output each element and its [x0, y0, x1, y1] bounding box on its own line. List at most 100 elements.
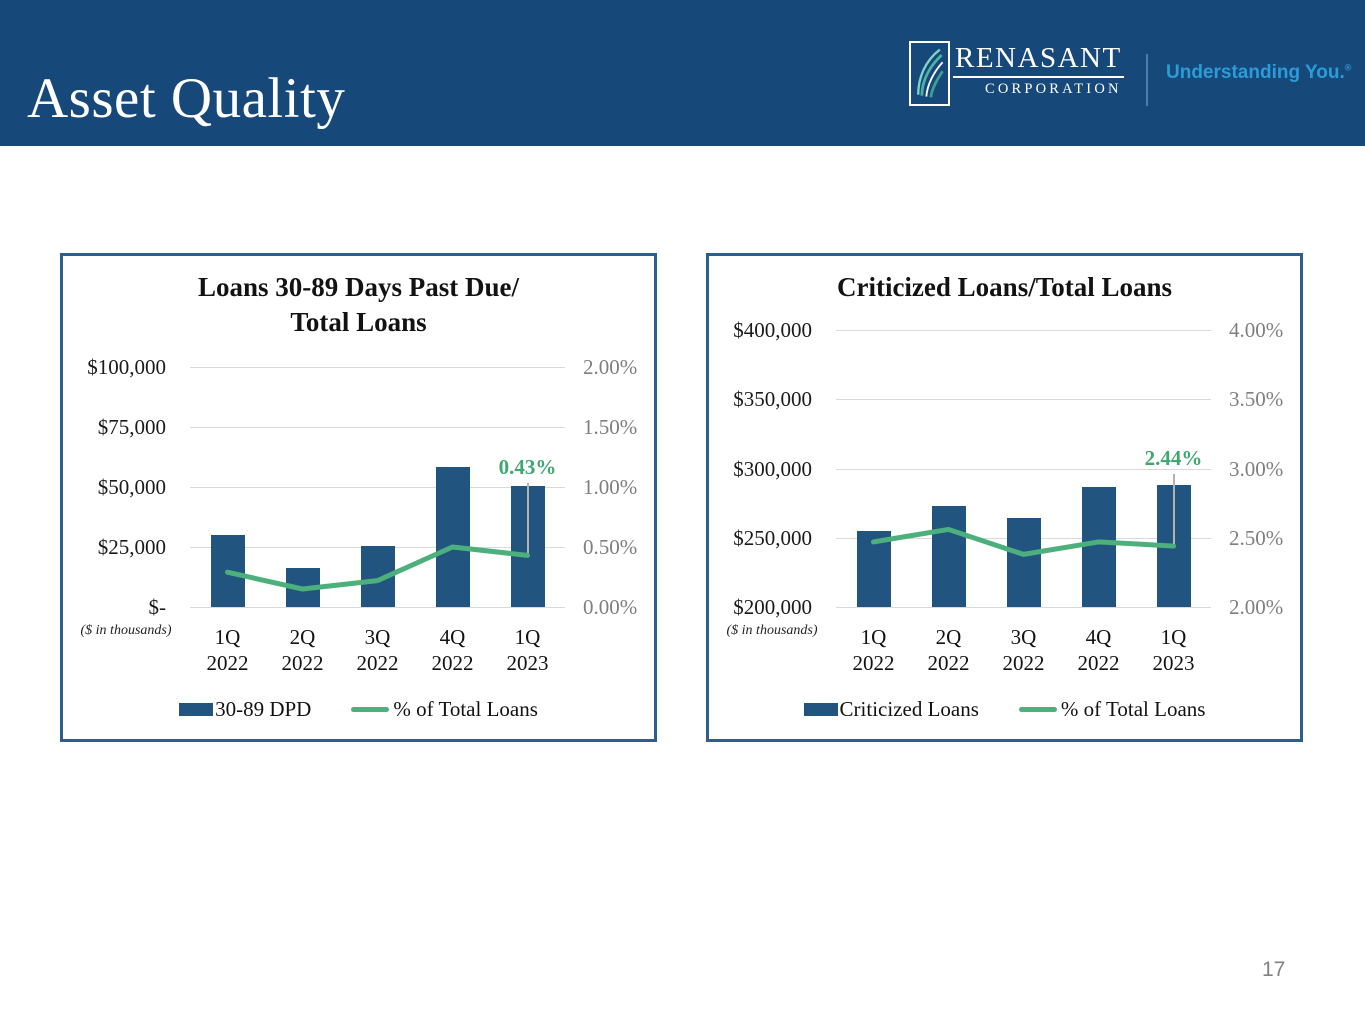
x-label: 1Q 2023: [1136, 624, 1211, 677]
bar: [1006, 518, 1041, 607]
y-axis-right-tick: 2.00%: [1229, 595, 1284, 619]
header-band: Asset Quality RENASANT CORPORATION Under…: [0, 0, 1365, 146]
y-axis-right-tick: 1.50%: [583, 415, 638, 439]
page-number: 17: [1262, 958, 1286, 981]
legend: Criticized Loans % of Total Loans: [709, 697, 1300, 722]
header-divider: [1146, 54, 1148, 106]
gridline: [190, 427, 565, 428]
bar: [1081, 486, 1116, 607]
y-axis-right-tick: 1.00%: [583, 475, 638, 499]
x-label: 4Q 2022: [1061, 624, 1136, 677]
x-label-line: 3Q: [1010, 625, 1037, 649]
gridline: [190, 607, 565, 608]
logo-text: RENASANT CORPORATION: [953, 41, 1124, 98]
x-label-line: 1Q: [1160, 625, 1187, 649]
registered-mark: ®: [1344, 62, 1352, 73]
gridline: [190, 367, 565, 368]
y-axis-left-tick: $-: [148, 595, 167, 619]
logo-name: RENASANT: [953, 41, 1124, 79]
x-label: 1Q 2022: [190, 624, 265, 677]
tagline: Understanding You.®: [1166, 62, 1351, 84]
x-label-line: 2023: [1152, 651, 1195, 676]
x-label-line: 2022: [852, 651, 895, 676]
chart-title-line: Total Loans: [290, 307, 427, 338]
y-axis-right-tick: 0.50%: [583, 535, 638, 559]
y-axis-right-tick: 4.00%: [1229, 318, 1284, 342]
y-axis-left-tick: $200,000: [733, 595, 812, 619]
legend-item: % of Total Loans: [351, 697, 538, 722]
gridline: [836, 607, 1211, 608]
renasant-logo: RENASANT CORPORATION: [909, 41, 1124, 106]
x-label-line: 2Q: [935, 625, 962, 649]
x-label: 3Q 2022: [986, 624, 1061, 677]
y-axis-left-tick: $300,000: [733, 456, 812, 481]
legend: 30-89 DPD % of Total Loans: [63, 697, 654, 722]
legend-line-swatch: [1018, 707, 1057, 712]
x-label: 3Q 2022: [340, 624, 415, 677]
callout-leader: [526, 483, 529, 554]
renasant-logo-box: [909, 41, 950, 106]
y-axis-right-tick: 3.50%: [1229, 387, 1284, 412]
x-label-line: 3Q: [364, 625, 391, 649]
x-label-line: 4Q: [439, 625, 466, 649]
logo-subtitle: CORPORATION: [984, 81, 1122, 98]
x-label: 1Q 2022: [836, 624, 911, 677]
gridline: [836, 330, 1211, 331]
trend-line: [225, 544, 530, 592]
data-callout: 2.44%: [1144, 446, 1203, 471]
x-label-line: 2022: [927, 651, 970, 676]
x-label-line: 2022: [356, 651, 399, 676]
x-label-line: 2022: [431, 651, 474, 676]
bar: [931, 505, 966, 607]
chart-card-criticized: Criticized Loans/Total Loans 2.44% $400,0…: [706, 253, 1303, 742]
x-axis-labels: 1Q 2022 2Q 2022 3Q 2022 4Q 2022 1Q 2023: [836, 624, 1211, 677]
callout-leader: [1172, 474, 1175, 545]
x-label-line: 2022: [1077, 651, 1120, 676]
y-axis-left-tick: $250,000: [733, 525, 812, 550]
chart-title: Criticized Loans/Total Loans: [709, 270, 1300, 305]
y-axis-right-tick: 0.00%: [583, 595, 638, 619]
y-axis-left-tick: $100,000: [87, 355, 166, 379]
legend-bar-swatch: [179, 703, 214, 716]
y-axis-left-tick: $25,000: [97, 535, 166, 559]
axis-note: ($ in thousands): [726, 623, 818, 638]
legend-item: % of Total Loans: [1018, 697, 1206, 722]
legend-line-swatch: [351, 707, 390, 712]
x-axis-labels: 1Q 2022 2Q 2022 3Q 2022 4Q 2022 1Q 2023: [190, 624, 565, 677]
legend-label: % of Total Loans: [1060, 697, 1206, 721]
y-axis-left-tick: $75,000: [97, 415, 166, 439]
renasant-swoosh-icon: [917, 48, 944, 98]
x-label: 1Q 2023: [490, 624, 565, 677]
plot-area: 0.43%: [190, 367, 565, 608]
gridline: [190, 487, 565, 488]
legend-item: 30-89 DPD: [179, 697, 311, 722]
chart-card-past-due: Loans 30-89 Days Past Due/Total Loans 0.…: [60, 253, 657, 742]
chart-title-line: Criticized Loans/Total Loans: [836, 272, 1173, 302]
x-label: 2Q 2022: [911, 624, 986, 677]
x-label-line: 1Q: [214, 625, 241, 649]
legend-label: 30-89 DPD: [215, 697, 312, 721]
y-axis-right-tick: 2.00%: [583, 355, 638, 379]
legend-item: Criticized Loans: [803, 697, 979, 722]
x-label-line: 2022: [281, 651, 324, 676]
x-label: 4Q 2022: [415, 624, 490, 677]
gridline: [836, 399, 1211, 401]
slide-title: Asset Quality: [27, 67, 346, 131]
plot-area: 2.44%: [836, 330, 1211, 608]
x-label-line: 2Q: [289, 625, 316, 649]
x-label-line: 2023: [506, 651, 549, 676]
data-callout: 0.43%: [498, 455, 557, 480]
axis-note: ($ in thousands): [80, 623, 172, 638]
chart-title-line: Loans 30-89 Days Past Due/: [197, 272, 520, 302]
y-axis-right-tick: 3.00%: [1229, 456, 1284, 481]
tagline-text: Understanding You.: [1166, 62, 1345, 83]
y-axis-left-tick: $350,000: [733, 387, 812, 412]
x-label-line: 2022: [206, 651, 249, 676]
bar: [435, 466, 470, 607]
y-axis-left-tick: $50,000: [97, 475, 166, 499]
legend-label: Criticized Loans: [839, 697, 979, 721]
chart-title: Loans 30-89 Days Past Due/Total Loans: [63, 270, 654, 340]
gridline: [836, 468, 1211, 470]
legend-label: % of Total Loans: [393, 697, 538, 721]
y-axis-left-tick: $400,000: [733, 318, 812, 342]
